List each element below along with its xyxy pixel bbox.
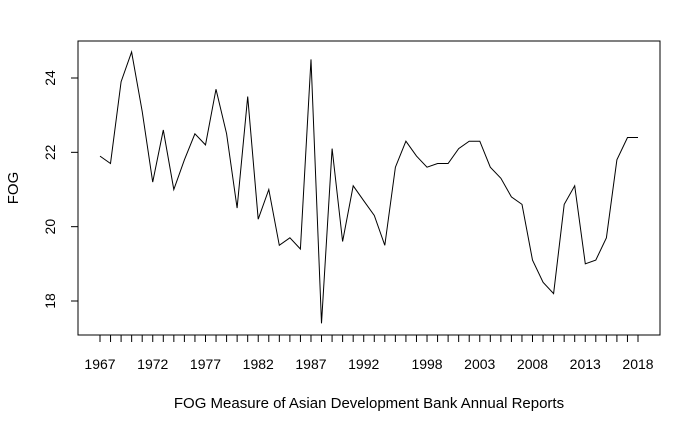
y-axis-ticks: [71, 77, 78, 302]
x-tick-label: 1967: [84, 356, 115, 372]
y-tick-label: 18: [42, 293, 58, 309]
x-tick-label: 1998: [411, 356, 442, 372]
y-tick-label: 20: [42, 219, 58, 235]
x-tick-label: 2008: [517, 356, 548, 372]
x-axis-ticks: [99, 335, 639, 342]
series-line-0: [99, 50, 638, 324]
x-tick-label: 2018: [622, 356, 653, 372]
plot-area-box: [77, 40, 661, 336]
x-tick-label: 2013: [570, 356, 601, 372]
x-tick-label: 2003: [464, 356, 495, 372]
x-tick-label: 1987: [295, 356, 326, 372]
series-lines: [99, 50, 638, 324]
x-tick-label: 1982: [243, 356, 274, 372]
x-tick-label: 1972: [137, 356, 168, 372]
y-tick-label: 24: [42, 70, 58, 86]
x-tick-label: 1992: [348, 356, 379, 372]
y-axis-label: FOG: [5, 172, 22, 205]
y-axis-tick-labels: 18 20 22 24: [42, 70, 58, 309]
x-axis-label: FOG Measure of Asian Development Bank An…: [174, 395, 564, 412]
x-axis-tick-labels: 1967 1972 1977 1982 1987 1992 1998 2003 2008 2013…: [84, 356, 653, 372]
y-tick-label: 22: [42, 144, 58, 160]
x-tick-label: 1977: [190, 356, 221, 372]
